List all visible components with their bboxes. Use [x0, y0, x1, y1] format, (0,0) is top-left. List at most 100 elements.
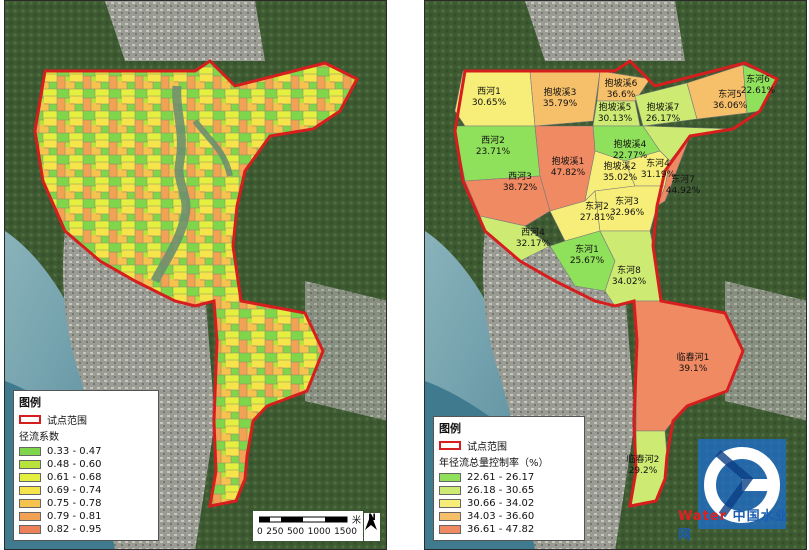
legend-class-label: 0.82 - 0.95	[47, 524, 102, 535]
zone-label: 临春河1 39.1%	[677, 353, 710, 375]
right-map-canvas	[425, 1, 806, 549]
zone-label: 东河2 27.81%	[580, 202, 614, 224]
scale-tick: 1500	[334, 527, 357, 537]
zone-name: 抱坡溪2	[603, 162, 637, 172]
zone-label: 东河5 36.06%	[713, 90, 747, 112]
legend-swatch	[439, 512, 461, 521]
legend-boundary-row: 试点范围	[439, 439, 579, 453]
zone-label: 西河3 38.72%	[503, 172, 537, 194]
legend-classes: 0.33 - 0.47 0.48 - 0.60 0.61 - 0.68 0.69 - …	[19, 445, 153, 536]
zone-label: 西河4 32.17%	[516, 228, 550, 250]
zone-value: 23.71%	[475, 147, 511, 157]
legend-class-row: 30.66 - 34.02	[439, 497, 579, 510]
legend-title: 图例	[439, 422, 461, 435]
zone-name: 抱坡溪3	[543, 88, 577, 98]
zone-value: 25.67%	[569, 256, 605, 266]
zone-name: 临春河1	[676, 353, 710, 363]
boundary-swatch	[439, 441, 461, 450]
zone-name: 西河1	[477, 87, 501, 97]
legend-classes: 22.61 - 26.17 26.18 - 30.65 30.66 - 34.02 3…	[439, 471, 579, 536]
zone-name: 东河7	[671, 175, 695, 185]
zone-label: 东河4 31.19%	[641, 159, 675, 181]
zone-name: 抱坡溪5	[598, 103, 632, 113]
legend-class-row: 0.82 - 0.95	[19, 523, 153, 536]
watermark: Water 中国水业网	[678, 419, 806, 549]
boundary-swatch	[19, 415, 41, 424]
legend-class-row: 0.79 - 0.81	[19, 510, 153, 523]
watermark-word-2: 中国水业网	[678, 509, 789, 543]
zone-name: 抱坡溪4	[613, 140, 647, 150]
legend-class-label: 30.66 - 34.02	[467, 498, 535, 509]
legend-class-row: 26.18 - 30.65	[439, 484, 579, 497]
zone-name: 东河1	[575, 245, 599, 255]
zone-name: 东河6	[746, 75, 770, 85]
zone-label: 抱坡溪2 35.02%	[603, 162, 637, 184]
legend-subtitle: 径流系数	[19, 432, 59, 443]
zone-label: 抱坡溪3 35.79%	[543, 88, 577, 110]
legend-class-label: 26.18 - 30.65	[467, 485, 535, 496]
legend-class-row: 0.48 - 0.60	[19, 458, 153, 471]
zone-value: 32.17%	[515, 239, 551, 249]
legend-class-row: 0.61 - 0.68	[19, 471, 153, 484]
boundary-label: 试点范围	[47, 416, 87, 427]
zone-name: 东河4	[646, 159, 670, 169]
watermark-word: Water	[678, 509, 728, 524]
zone-value: 29.2%	[628, 466, 658, 476]
scale-tick: 0	[257, 527, 263, 537]
north-arrow: N	[364, 513, 380, 541]
zone-value: 39.1%	[678, 364, 708, 374]
zone-name: 西河4	[521, 228, 545, 238]
legend-class-label: 34.03 - 36.60	[467, 511, 535, 522]
zone-value: 27.81%	[579, 213, 615, 223]
legend-class-label: 0.61 - 0.68	[47, 472, 102, 483]
legend-title: 图例	[19, 396, 41, 409]
legend-class-row: 0.75 - 0.78	[19, 497, 153, 510]
zone-label: 东河8 34.02%	[612, 266, 646, 288]
zone-name: 东河2	[585, 202, 609, 212]
legend-swatch	[19, 499, 41, 508]
zone-label: 西河2 23.71%	[476, 136, 510, 158]
legend-swatch	[19, 473, 41, 482]
zone-name: 临春河2	[626, 455, 660, 465]
legend-left: 图例 试点范围 径流系数 0.33 - 0.47 0.48 - 0.60 0.61 …	[13, 390, 159, 541]
zone-value: 38.72%	[502, 183, 538, 193]
zone-value: 22.77%	[612, 151, 648, 161]
legend-swatch	[439, 525, 461, 534]
zone-value: 36.06%	[712, 101, 748, 111]
scale-tick: 250	[266, 527, 284, 537]
watermark-text: Water 中国水业网	[678, 505, 798, 543]
zone-name: 西河3	[508, 172, 532, 182]
scale-bar: 0 250 500 1000 1500 米	[253, 511, 363, 541]
legend-class-row: 0.69 - 0.74	[19, 484, 153, 497]
zone-value: 35.79%	[542, 99, 578, 109]
zone-label: 东河7 44.92%	[666, 175, 700, 197]
zone-label: 东河6 22.61%	[741, 75, 775, 97]
scale-tick: 1000	[307, 527, 331, 537]
zone-value: 47.82%	[550, 168, 586, 178]
legend-subtitle: 年径流总量控制率（%）	[439, 458, 549, 469]
zone-name: 抱坡溪6	[604, 79, 638, 89]
legend-swatch	[19, 486, 41, 495]
legend-swatch	[19, 512, 41, 521]
zone-label: 抱坡溪6 36.6%	[605, 79, 638, 101]
zone-value: 30.65%	[471, 98, 507, 108]
zone-label: 临春河2 29.2%	[627, 455, 660, 477]
zone-name: 东河5	[718, 90, 742, 100]
legend-class-row: 22.61 - 26.17	[439, 471, 579, 484]
boundary-label: 试点范围	[467, 442, 507, 453]
legend-class-label: 0.79 - 0.81	[47, 511, 102, 522]
zone-value: 22.61%	[740, 86, 776, 96]
zone-value: 36.6%	[606, 90, 636, 100]
pilot-boundary-right	[453, 59, 780, 508]
legend-swatch	[439, 473, 461, 482]
legend-class-row: 36.61 - 47.82	[439, 523, 579, 536]
runoff-coefficient-map: 图例 试点范围 径流系数 0.33 - 0.47 0.48 - 0.60 0.61 …	[4, 0, 387, 550]
zone-name: 东河3	[615, 197, 639, 207]
legend-class-label: 0.75 - 0.78	[47, 498, 102, 509]
legend-right: 图例 试点范围 年径流总量控制率（%） 22.61 - 26.17 26.18 -…	[433, 416, 585, 541]
watermark-logo-icon	[698, 439, 786, 529]
legend-class-label: 0.48 - 0.60	[47, 459, 102, 470]
legend-boundary-row: 试点范围	[19, 413, 153, 427]
legend-class-label: 36.61 - 47.82	[467, 524, 535, 535]
zone-value: 30.13%	[597, 114, 633, 124]
